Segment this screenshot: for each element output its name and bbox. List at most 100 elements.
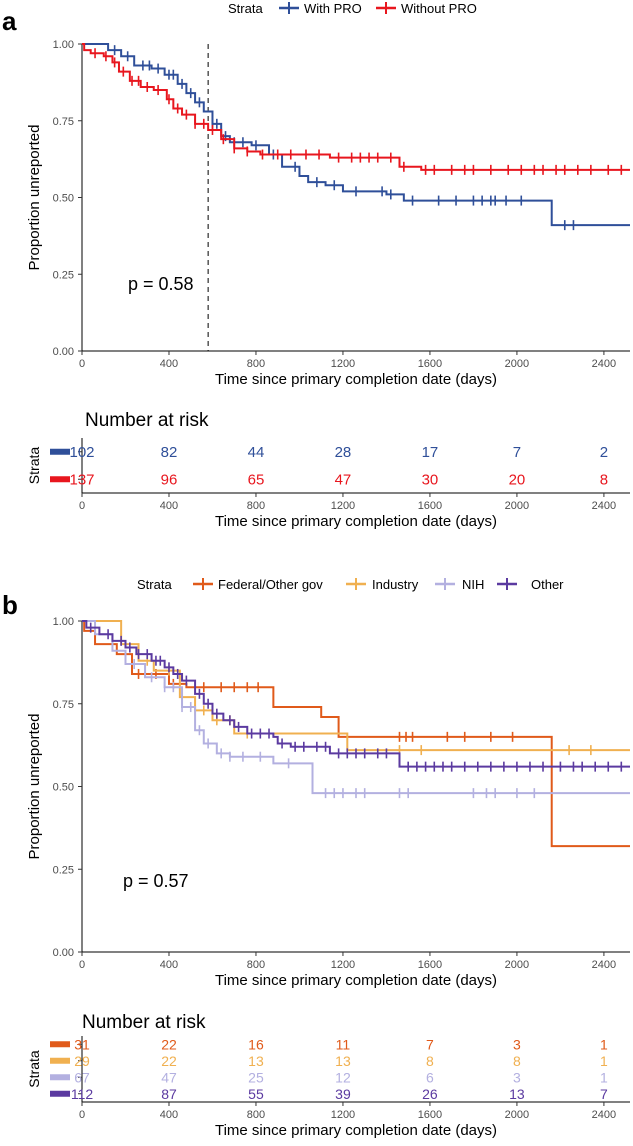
risk-count: 65: [248, 471, 265, 488]
risk-count: 12: [335, 1069, 351, 1085]
y-tick-label: 0.25: [53, 864, 74, 876]
risk-count: 47: [161, 1069, 177, 1085]
risk-count: 7: [600, 1086, 608, 1102]
risk-strata-label: Strata: [26, 1050, 42, 1088]
legend-title: Strata: [228, 1, 263, 16]
y-tick-label: 1.00: [53, 616, 74, 628]
y-tick-label: 0.75: [53, 116, 74, 128]
x-tick-label: 1600: [418, 358, 442, 370]
risk-x-tick-label: 1600: [418, 1109, 442, 1121]
risk-count: 13: [248, 1053, 264, 1069]
risk-count: 13: [509, 1086, 525, 1102]
y-tick-label: 0.25: [53, 269, 74, 281]
panel-b-survival-plot: 0.00 0.25 0.50 0.75 1.00 0 400 800 1200 1600 2000 2…: [26, 616, 630, 989]
legend-label-other: Other: [531, 577, 564, 592]
risk-count: 112: [71, 1086, 94, 1102]
y-tick-label: 0.00: [53, 947, 74, 959]
risk-count: 47: [335, 471, 352, 488]
risk-count: 31: [74, 1036, 90, 1052]
risk-row-key-without-pro: [50, 476, 70, 483]
risk-count: 2: [600, 444, 608, 461]
panel-a-label: a: [2, 6, 17, 36]
risk-count: 22: [161, 1053, 177, 1069]
risk-x-axis-label: Time since primary completion date (days…: [215, 1122, 497, 1139]
x-axis-label: Time since primary completion date (days…: [215, 972, 497, 989]
risk-count: 28: [335, 444, 352, 461]
x-tick-label: 0: [79, 959, 85, 971]
x-tick-label: 400: [160, 959, 178, 971]
survival-curve-industry: [82, 620, 630, 752]
risk-count: 16: [248, 1036, 264, 1052]
risk-count: 39: [335, 1086, 351, 1102]
panel-b-legend: Strata Federal/Other gov Industry NIH Ot…: [137, 577, 564, 592]
risk-x-tick-label: 800: [247, 500, 265, 512]
legend-label-with-pro: With PRO: [304, 1, 362, 16]
panel-b-risk-title: Number at risk: [82, 1012, 206, 1033]
risk-row-key-nih: [50, 1074, 70, 1081]
panel-a-legend: Strata With PRO Without PRO: [228, 1, 477, 16]
y-tick-label: 1.00: [53, 39, 74, 51]
risk-count: 22: [161, 1036, 177, 1052]
risk-count: 7: [426, 1036, 434, 1052]
risk-count: 13: [335, 1053, 351, 1069]
risk-count: 3: [513, 1036, 521, 1052]
x-tick-label: 800: [247, 358, 265, 370]
risk-count: 44: [248, 444, 265, 461]
x-tick-label: 1200: [331, 959, 355, 971]
x-tick-label: 2000: [505, 358, 529, 370]
risk-count: 8: [426, 1053, 434, 1069]
survival-curve-nih: [82, 620, 630, 795]
risk-count: 96: [161, 471, 178, 488]
panel-a-survival-plot: 0.00 0.25 0.50 0.75 1.00 0 400 800 1200 1600 2000 2…: [26, 39, 630, 388]
survival-curve-with-pro: [82, 43, 630, 227]
risk-count: 7: [513, 444, 521, 461]
x-tick-label: 800: [247, 959, 265, 971]
risk-row-key-with-pro: [50, 448, 70, 455]
risk-row-key-industry: [50, 1057, 70, 1064]
risk-count: 55: [248, 1086, 264, 1102]
legend-label-industry: Industry: [372, 577, 419, 592]
risk-x-tick-label: 800: [247, 1109, 265, 1121]
survival-curve-federal-other-gov: [82, 620, 630, 848]
risk-count: 11: [336, 1036, 351, 1052]
x-tick-label: 0: [79, 358, 85, 370]
risk-count: 67: [74, 1069, 90, 1085]
panel-a-risk-title: Number at risk: [85, 410, 209, 431]
x-tick-label: 400: [160, 358, 178, 370]
risk-count: 3: [513, 1069, 521, 1085]
risk-row-key-federal-other-gov: [50, 1041, 70, 1048]
risk-count: 87: [161, 1086, 177, 1102]
risk-x-tick-label: 2000: [505, 1109, 529, 1121]
risk-count: 1: [600, 1053, 608, 1069]
survival-curve-other: [82, 620, 630, 768]
survival-curve-without-pro: [82, 43, 630, 171]
x-tick-label: 2000: [505, 959, 529, 971]
risk-x-tick-label: 1600: [418, 500, 442, 512]
x-tick-label: 1600: [418, 959, 442, 971]
risk-count: 25: [248, 1069, 264, 1085]
risk-row-key-other: [50, 1090, 70, 1097]
y-tick-label: 0.75: [53, 699, 74, 711]
legend-label-federal: Federal/Other gov: [218, 577, 323, 592]
risk-x-tick-label: 0: [79, 1109, 85, 1121]
risk-x-axis-label: Time since primary completion date (days…: [215, 513, 497, 530]
panel-a: a Strata With PRO Without PRO 0.000.250.…: [2, 1, 630, 530]
risk-count: 6: [426, 1069, 434, 1085]
legend-title: Strata: [137, 577, 172, 592]
risk-x-tick-label: 2400: [592, 500, 616, 512]
risk-count: 8: [513, 1053, 521, 1069]
risk-count: 17: [422, 444, 439, 461]
risk-x-tick-label: 2400: [592, 1109, 616, 1121]
risk-x-tick-label: 0: [79, 500, 85, 512]
x-axis-label: Time since primary completion date (days…: [215, 371, 497, 388]
panel-b-p-value: p = 0.57: [123, 871, 189, 891]
legend-label-nih: NIH: [462, 577, 484, 592]
risk-count: 20: [509, 471, 526, 488]
risk-count: 8: [600, 471, 608, 488]
x-tick-label: 1200: [331, 358, 355, 370]
panel-a-risk-table: 102 82 44 28 17 7 2 137 96 65 47 30 20 8 0 400 800 1200 16…: [26, 438, 630, 530]
y-tick-label: 0.50: [53, 782, 74, 794]
risk-count: 30: [422, 471, 439, 488]
legend-label-without-pro: Without PRO: [401, 1, 477, 16]
